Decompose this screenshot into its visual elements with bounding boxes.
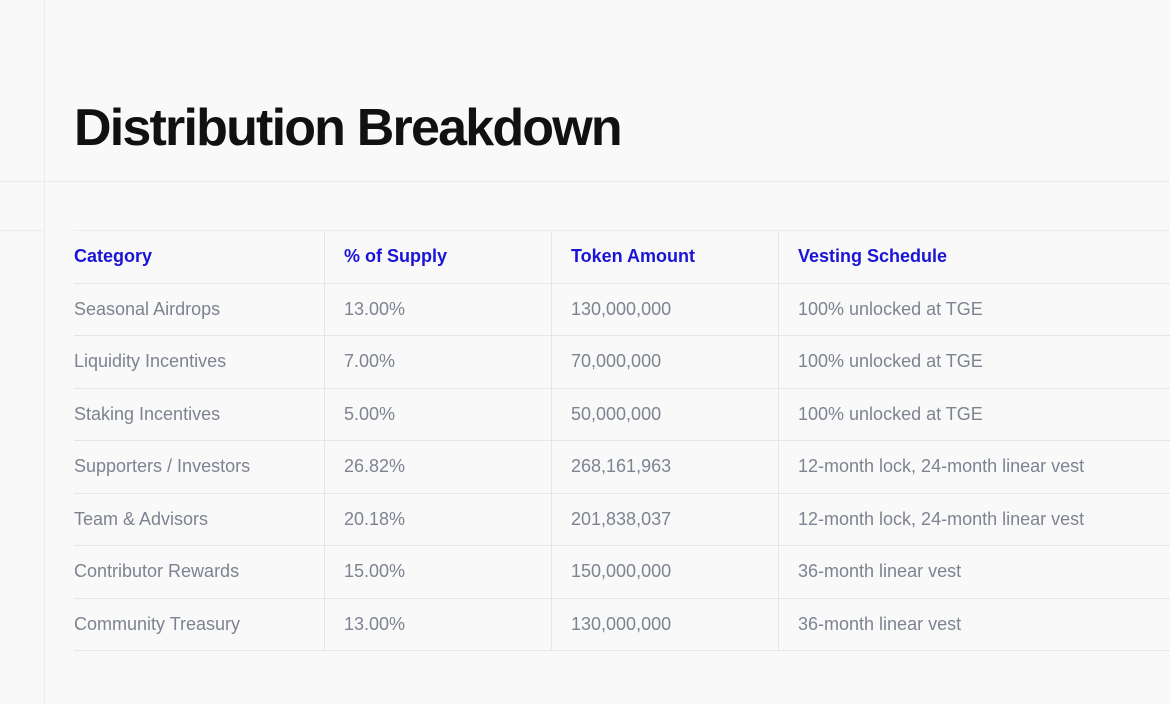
cell-category: Contributor Rewards: [74, 561, 240, 582]
header-category: Category: [74, 246, 153, 267]
cell-percent-supply: 13.00%: [324, 598, 551, 650]
cell-token-amount: 150,000,000: [551, 546, 778, 598]
cell-category: Liquidity Incentives: [74, 351, 227, 372]
title-divider: [0, 181, 1170, 182]
cell-token-amount: 201,838,037: [551, 493, 778, 545]
cell-category: Team & Advisors: [74, 508, 209, 529]
left-guide-line: [44, 0, 45, 704]
table-row: Seasonal Airdrops 13.00% 130,000,000 100…: [74, 283, 1170, 336]
cell-percent-supply: 13.00%: [324, 283, 551, 335]
cell-vesting-schedule: 36-month linear vest: [778, 546, 1170, 598]
distribution-table: Category % of Supply Token Amount Vestin…: [74, 230, 1170, 651]
left-stub-divider: [0, 230, 44, 231]
table-row: Team & Advisors 20.18% 201,838,037 12-mo…: [74, 493, 1170, 546]
cell-percent-supply: 20.18%: [324, 493, 551, 545]
cell-percent-supply: 26.82%: [324, 441, 551, 493]
cell-vesting-schedule: 100% unlocked at TGE: [778, 283, 1170, 335]
cell-category: Supporters / Investors: [74, 456, 251, 477]
cell-vesting-schedule: 12-month lock, 24-month linear vest: [778, 441, 1170, 493]
table-header-row: Category % of Supply Token Amount Vestin…: [74, 231, 1170, 284]
table-row: Liquidity Incentives 7.00% 70,000,000 10…: [74, 336, 1170, 389]
table-row: Supporters / Investors 26.82% 268,161,96…: [74, 441, 1170, 494]
cell-percent-supply: 15.00%: [324, 546, 551, 598]
cell-vesting-schedule: 12-month lock, 24-month linear vest: [778, 493, 1170, 545]
cell-category: Staking Incentives: [74, 403, 221, 424]
cell-vesting-schedule: 100% unlocked at TGE: [778, 388, 1170, 440]
table-row: Community Treasury 13.00% 130,000,000 36…: [74, 598, 1170, 651]
header-percent-supply: % of Supply: [324, 231, 551, 283]
header-vesting-schedule: Vesting Schedule: [778, 231, 1170, 283]
cell-vesting-schedule: 36-month linear vest: [778, 598, 1170, 650]
cell-category: Seasonal Airdrops: [74, 298, 221, 319]
cell-token-amount: 130,000,000: [551, 283, 778, 335]
table-row: Staking Incentives 5.00% 50,000,000 100%…: [74, 388, 1170, 441]
cell-vesting-schedule: 100% unlocked at TGE: [778, 336, 1170, 388]
page-title: Distribution Breakdown: [74, 99, 623, 157]
cell-token-amount: 50,000,000: [551, 388, 778, 440]
cell-category: Community Treasury: [74, 613, 241, 634]
table-row: Contributor Rewards 15.00% 150,000,000 3…: [74, 546, 1170, 599]
cell-percent-supply: 7.00%: [324, 336, 551, 388]
cell-token-amount: 268,161,963: [551, 441, 778, 493]
cell-token-amount: 70,000,000: [551, 336, 778, 388]
header-token-amount: Token Amount: [551, 231, 778, 283]
cell-token-amount: 130,000,000: [551, 598, 778, 650]
cell-percent-supply: 5.00%: [324, 388, 551, 440]
